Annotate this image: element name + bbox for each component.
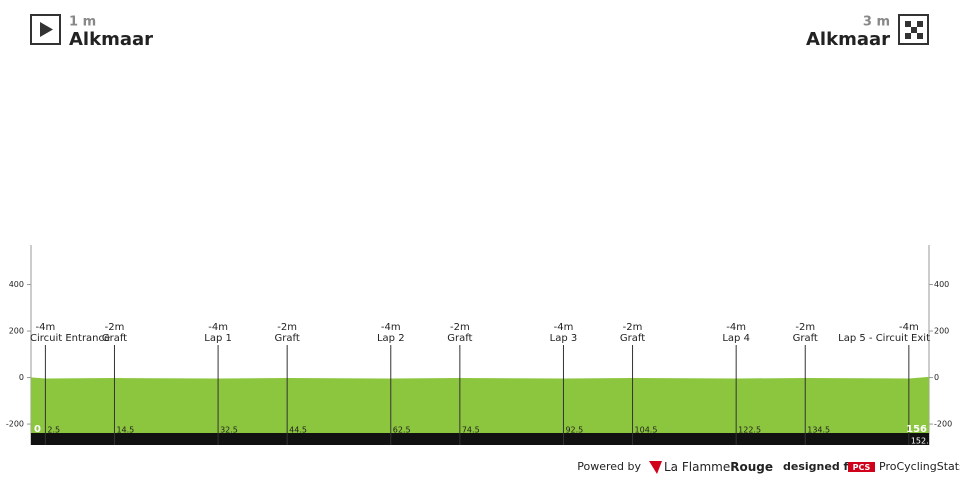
x-label: 14.5 (116, 426, 134, 435)
pcs-badge (848, 462, 875, 472)
x-label: 0 (34, 424, 41, 435)
marker-name: Graft (793, 333, 818, 344)
x-label: 156 (906, 424, 927, 435)
marker-name: Lap 4 (722, 333, 750, 344)
brand: La FlammeRouge (664, 460, 773, 474)
y-tick-label: -200 (6, 420, 24, 429)
brand-b: Rouge (730, 460, 773, 474)
distance-bar (31, 433, 929, 445)
elevation-label: -4m (36, 322, 56, 333)
marker-name: Graft (620, 333, 645, 344)
y-tick-label: 200 (9, 327, 24, 336)
elevation-label: -2m (795, 322, 815, 333)
elevation-label: -4m (554, 322, 574, 333)
marker-name: Graft (102, 333, 127, 344)
finish-name: Alkmaar (806, 29, 890, 50)
y-tick-label: 0 (19, 373, 24, 382)
y-tick-label: -200 (934, 420, 952, 429)
x-label: 74.5 (462, 426, 480, 435)
start-elevation: 1 m (69, 15, 96, 30)
x-label: 2.5 (47, 426, 60, 435)
elevation-label: -2m (450, 322, 470, 333)
marker-name: Lap 5 - Circuit Exit (838, 333, 930, 344)
y-tick-label: 400 (9, 280, 24, 289)
marker-name: Graft (275, 333, 300, 344)
elevation-label: -4m (381, 322, 401, 333)
elevation-label: -4m (899, 322, 919, 333)
start-arrow (40, 22, 53, 37)
y-tick-label: 200 (934, 327, 949, 336)
elevation-label: -2m (277, 322, 297, 333)
x-label: 44.5 (289, 426, 307, 435)
start-icon (30, 14, 61, 45)
x-label: 92.5 (565, 426, 583, 435)
x-label: 134.5 (807, 426, 830, 435)
brand-logo (649, 461, 662, 474)
powered-by: Powered by (577, 460, 641, 473)
marker-name: Lap 1 (204, 333, 232, 344)
elevation-label: -4m (726, 322, 746, 333)
designed-for: designed for (783, 460, 862, 473)
marker-name: Lap 3 (550, 333, 578, 344)
marker-name: Lap 2 (377, 333, 405, 344)
site: ProCyclingStats (879, 460, 960, 473)
elevation-label: -2m (105, 322, 125, 333)
pcs: PCS (853, 463, 871, 472)
x-label: 104.5 (635, 426, 658, 435)
x-label: 152. (911, 437, 929, 446)
x-label: 62.5 (393, 426, 411, 435)
y-tick-label: 0 (934, 373, 939, 382)
elevation-label: -2m (623, 322, 643, 333)
brand-a: La Flamme (664, 460, 730, 474)
x-label: 32.5 (220, 426, 238, 435)
x-label: 122.5 (738, 426, 761, 435)
marker-name: Graft (447, 333, 472, 344)
elevation-area (31, 376, 929, 433)
finish-elevation: 3 m (863, 15, 890, 30)
y-tick-label: 400 (934, 280, 949, 289)
elevation-label: -4m (208, 322, 228, 333)
finish-icon (898, 14, 929, 45)
marker-name: Circuit Entrance (30, 333, 110, 344)
start-name: Alkmaar (69, 29, 153, 50)
